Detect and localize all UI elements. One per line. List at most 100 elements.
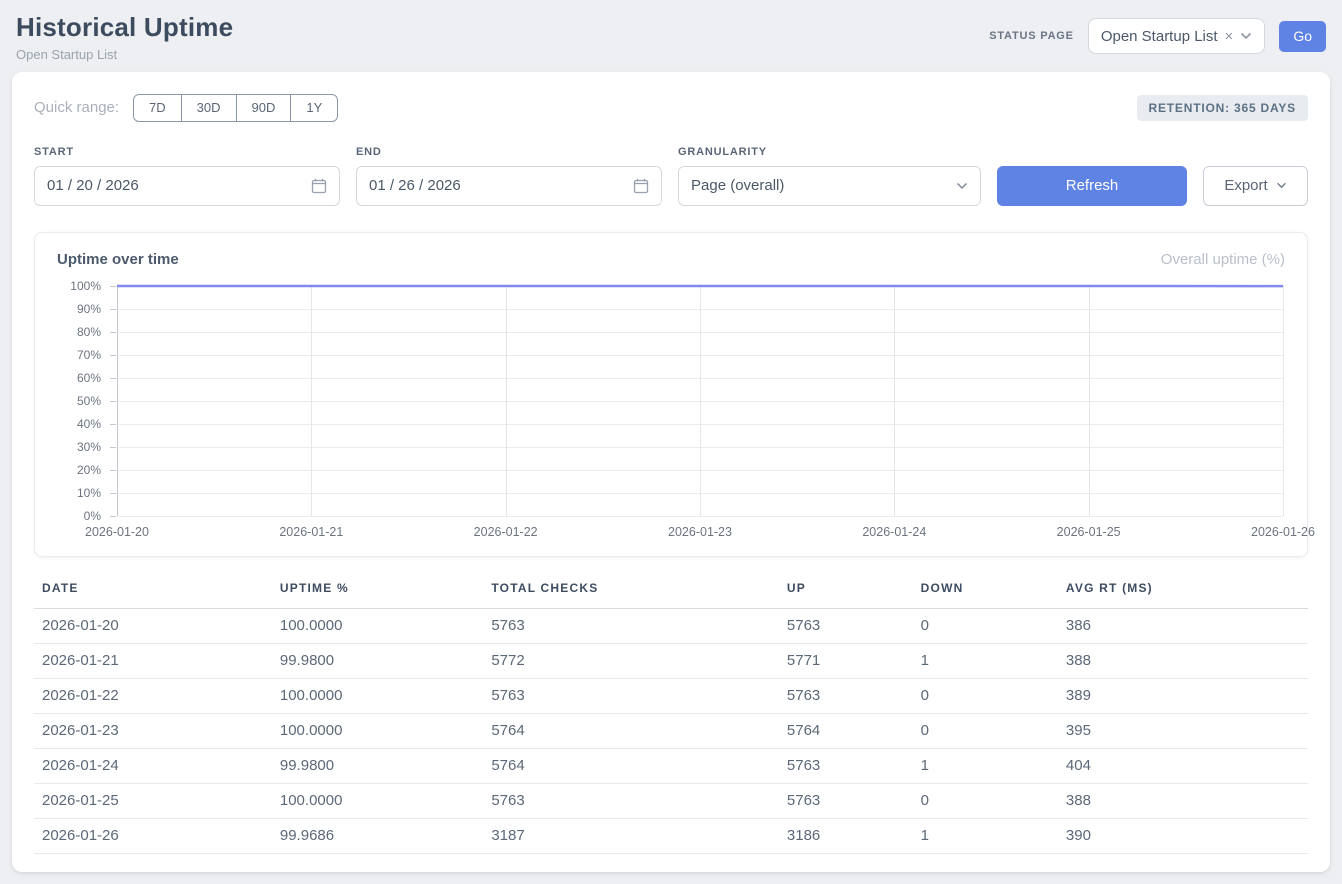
column-header: UPTIME % [280, 569, 491, 609]
y-axis-tick [110, 401, 116, 402]
table-cell: 5763 [491, 608, 787, 643]
table-cell: 395 [1066, 713, 1308, 748]
main-panel: Quick range: 7D30D90D1Y RETENTION: 365 D… [12, 72, 1330, 872]
table-cell: 5763 [787, 608, 921, 643]
table-cell: 388 [1066, 783, 1308, 818]
end-date-label: END [356, 146, 662, 158]
table-cell: 5772 [491, 643, 787, 678]
table-cell: 99.9800 [280, 748, 491, 783]
clear-selection-icon[interactable]: × [1225, 28, 1234, 45]
uptime-line-chart [117, 282, 1283, 520]
table-row: 2026-01-2499.9800576457631404 [34, 748, 1308, 783]
table-cell: 5771 [787, 643, 921, 678]
chart-legend: Overall uptime (%) [1161, 251, 1285, 268]
table-cell: 386 [1066, 608, 1308, 643]
calendar-icon[interactable] [633, 178, 649, 194]
chart-title: Uptime over time [57, 251, 179, 268]
table-cell: 100.0000 [280, 608, 491, 643]
table-row: 2026-01-22100.0000576357630389 [34, 678, 1308, 713]
table-cell: 100.0000 [280, 783, 491, 818]
table-cell: 404 [1066, 748, 1308, 783]
quick-range-30d-button[interactable]: 30D [181, 94, 237, 122]
table-cell: 5763 [787, 783, 921, 818]
start-date-value: 01 / 20 / 2026 [47, 177, 139, 194]
table-cell: 5764 [787, 713, 921, 748]
y-axis-tick [110, 355, 116, 356]
refresh-button[interactable]: Refresh [997, 166, 1187, 206]
granularity-selected-value: Page (overall) [691, 177, 784, 194]
table-cell: 1 [921, 643, 1066, 678]
retention-badge: RETENTION: 365 DAYS [1137, 95, 1308, 121]
end-date-input[interactable]: 01 / 26 / 2026 [356, 166, 662, 206]
table-cell: 5763 [787, 748, 921, 783]
x-axis-tick-label: 2026-01-23 [635, 525, 765, 539]
y-axis-tick [110, 470, 116, 471]
y-axis-tick-label: 100% [57, 279, 101, 293]
x-axis-tick-label: 2026-01-20 [52, 525, 182, 539]
y-axis-tick [110, 493, 116, 494]
quick-range-label: Quick range: [34, 99, 119, 116]
title-block: Historical Uptime Open Startup List [16, 12, 233, 62]
y-axis-tick-label: 10% [57, 486, 101, 500]
x-axis-tick-label: 2026-01-24 [829, 525, 959, 539]
y-axis-tick-label: 30% [57, 440, 101, 454]
quick-range-row: Quick range: 7D30D90D1Y RETENTION: 365 D… [34, 94, 1308, 122]
header-controls: STATUS PAGE Open Startup List × Go [989, 18, 1326, 54]
table-cell: 99.9686 [280, 818, 491, 853]
table-cell: 2026-01-26 [34, 818, 280, 853]
go-button[interactable]: Go [1279, 21, 1326, 52]
y-axis-tick-label: 20% [57, 463, 101, 477]
page-title: Historical Uptime [16, 12, 233, 43]
quick-range-90d-button[interactable]: 90D [236, 94, 292, 122]
table-cell: 1 [921, 748, 1066, 783]
page: Historical Uptime Open Startup List STAT… [0, 0, 1342, 872]
table-cell: 0 [921, 608, 1066, 643]
table-cell: 5763 [491, 678, 787, 713]
status-page-selected-value: Open Startup List [1101, 28, 1218, 45]
y-axis-tick [110, 332, 116, 333]
start-date-field: START 01 / 20 / 2026 [34, 146, 340, 206]
table-header-row: DATEUPTIME %TOTAL CHECKSUPDOWNAVG RT (MS… [34, 569, 1308, 609]
page-subtitle: Open Startup List [16, 47, 233, 62]
quick-range-1y-button[interactable]: 1Y [290, 94, 338, 122]
chevron-down-icon [1240, 32, 1252, 40]
column-header: TOTAL CHECKS [491, 569, 787, 609]
start-date-input[interactable]: 01 / 20 / 2026 [34, 166, 340, 206]
table-cell: 5763 [787, 678, 921, 713]
table-cell: 2026-01-23 [34, 713, 280, 748]
granularity-select[interactable]: Page (overall) [678, 166, 981, 206]
table-row: 2026-01-20100.0000576357630386 [34, 608, 1308, 643]
y-axis-tick-label: 90% [57, 302, 101, 316]
table-cell: 100.0000 [280, 713, 491, 748]
y-axis-tick-label: 60% [57, 371, 101, 385]
x-axis-tick-label: 2026-01-21 [246, 525, 376, 539]
quick-range-group: 7D30D90D1Y [133, 94, 338, 122]
end-date-value: 01 / 26 / 2026 [369, 177, 461, 194]
table-cell: 0 [921, 783, 1066, 818]
calendar-icon[interactable] [311, 178, 327, 194]
column-header: DATE [34, 569, 280, 609]
quick-range-left: Quick range: 7D30D90D1Y [34, 94, 338, 122]
export-button-label: Export [1224, 177, 1267, 194]
x-axis-tick-label: 2026-01-25 [1024, 525, 1154, 539]
status-page-select[interactable]: Open Startup List × [1088, 18, 1266, 54]
table-cell: 2026-01-25 [34, 783, 280, 818]
y-axis-tick [110, 516, 116, 517]
y-axis-tick [110, 424, 116, 425]
table-cell: 0 [921, 678, 1066, 713]
chevron-down-icon [1276, 182, 1287, 189]
chart-area: 0%10%20%30%40%50%60%70%80%90%100%2026-01… [57, 280, 1285, 544]
y-axis-tick [110, 309, 116, 310]
y-axis-tick-label: 50% [57, 394, 101, 408]
export-button[interactable]: Export [1203, 166, 1308, 206]
quick-range-7d-button[interactable]: 7D [133, 94, 182, 122]
table-cell: 2026-01-20 [34, 608, 280, 643]
y-axis-tick-label: 70% [57, 348, 101, 362]
table-row: 2026-01-2199.9800577257711388 [34, 643, 1308, 678]
start-date-label: START [34, 146, 340, 158]
y-axis-tick [110, 286, 116, 287]
v-gridline [1283, 286, 1284, 516]
granularity-label: GRANULARITY [678, 146, 981, 158]
table-row: 2026-01-23100.0000576457640395 [34, 713, 1308, 748]
x-axis-tick-label: 2026-01-22 [441, 525, 571, 539]
